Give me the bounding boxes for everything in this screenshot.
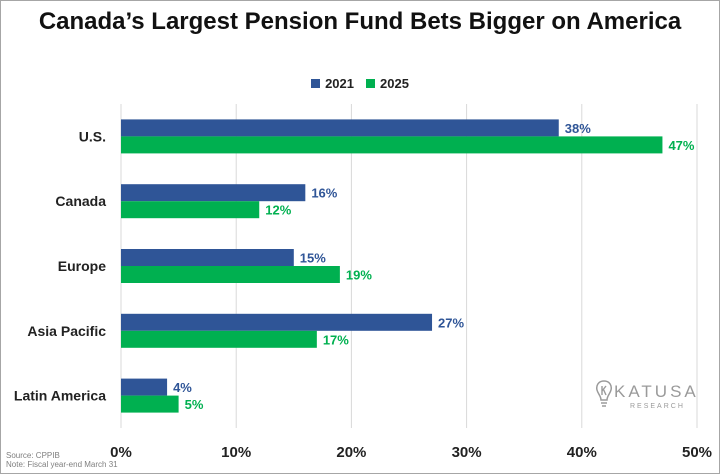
category-label: Europe <box>58 258 106 274</box>
logo-subtitle: RESEARCH <box>630 403 685 410</box>
data-label: 19% <box>346 268 372 283</box>
bar <box>121 184 306 202</box>
bar <box>121 378 168 396</box>
data-label: 38% <box>565 121 591 136</box>
x-tick-label: 40% <box>567 444 597 461</box>
katusa-logo: KATUSA RESEARCH <box>594 378 696 416</box>
note-text: Note: Fiscal year-end March 31 <box>6 460 118 469</box>
data-label: 17% <box>323 332 349 347</box>
bar <box>121 249 294 266</box>
legend-label-2025: 2025 <box>380 76 409 91</box>
logo-wordmark: KATUSA <box>614 382 699 401</box>
x-tick-label: 50% <box>682 444 712 461</box>
data-label: 4% <box>173 380 192 395</box>
data-label: 27% <box>438 315 464 330</box>
data-label: 16% <box>311 186 337 201</box>
bar <box>121 313 433 331</box>
category-label: Canada <box>55 193 106 209</box>
footnote: Source: CPPIB Note: Fiscal year-end Marc… <box>6 451 118 469</box>
bar <box>121 266 340 283</box>
category-label: Latin America <box>14 388 106 404</box>
legend-label-2021: 2021 <box>325 76 354 91</box>
x-tick-label: 20% <box>336 444 366 461</box>
bar <box>121 201 260 219</box>
chart-title: Canada’s Largest Pension Fund Bets Bigge… <box>38 8 682 35</box>
data-label: 5% <box>185 397 204 412</box>
data-label: 47% <box>668 138 694 153</box>
data-label: 12% <box>265 203 291 218</box>
lightbulb-k-icon <box>596 380 612 407</box>
category-label: Asia Pacific <box>27 323 106 339</box>
category-label: U.S. <box>79 128 106 144</box>
source-text: Source: CPPIB <box>6 451 60 460</box>
legend-swatch-2021 <box>311 79 321 88</box>
bar <box>121 330 317 348</box>
x-tick-label: 10% <box>221 444 251 461</box>
bar <box>121 395 179 413</box>
legend-item-2021: 2021 <box>311 76 354 91</box>
legend-swatch-2025 <box>366 79 375 88</box>
data-label: 15% <box>300 251 326 266</box>
legend: 2021 2025 <box>0 76 720 91</box>
legend-item-2025: 2025 <box>366 76 409 91</box>
x-tick-label: 30% <box>452 444 482 461</box>
x-tick-label: 0% <box>110 444 132 461</box>
bar <box>121 136 663 154</box>
bar <box>121 119 559 137</box>
